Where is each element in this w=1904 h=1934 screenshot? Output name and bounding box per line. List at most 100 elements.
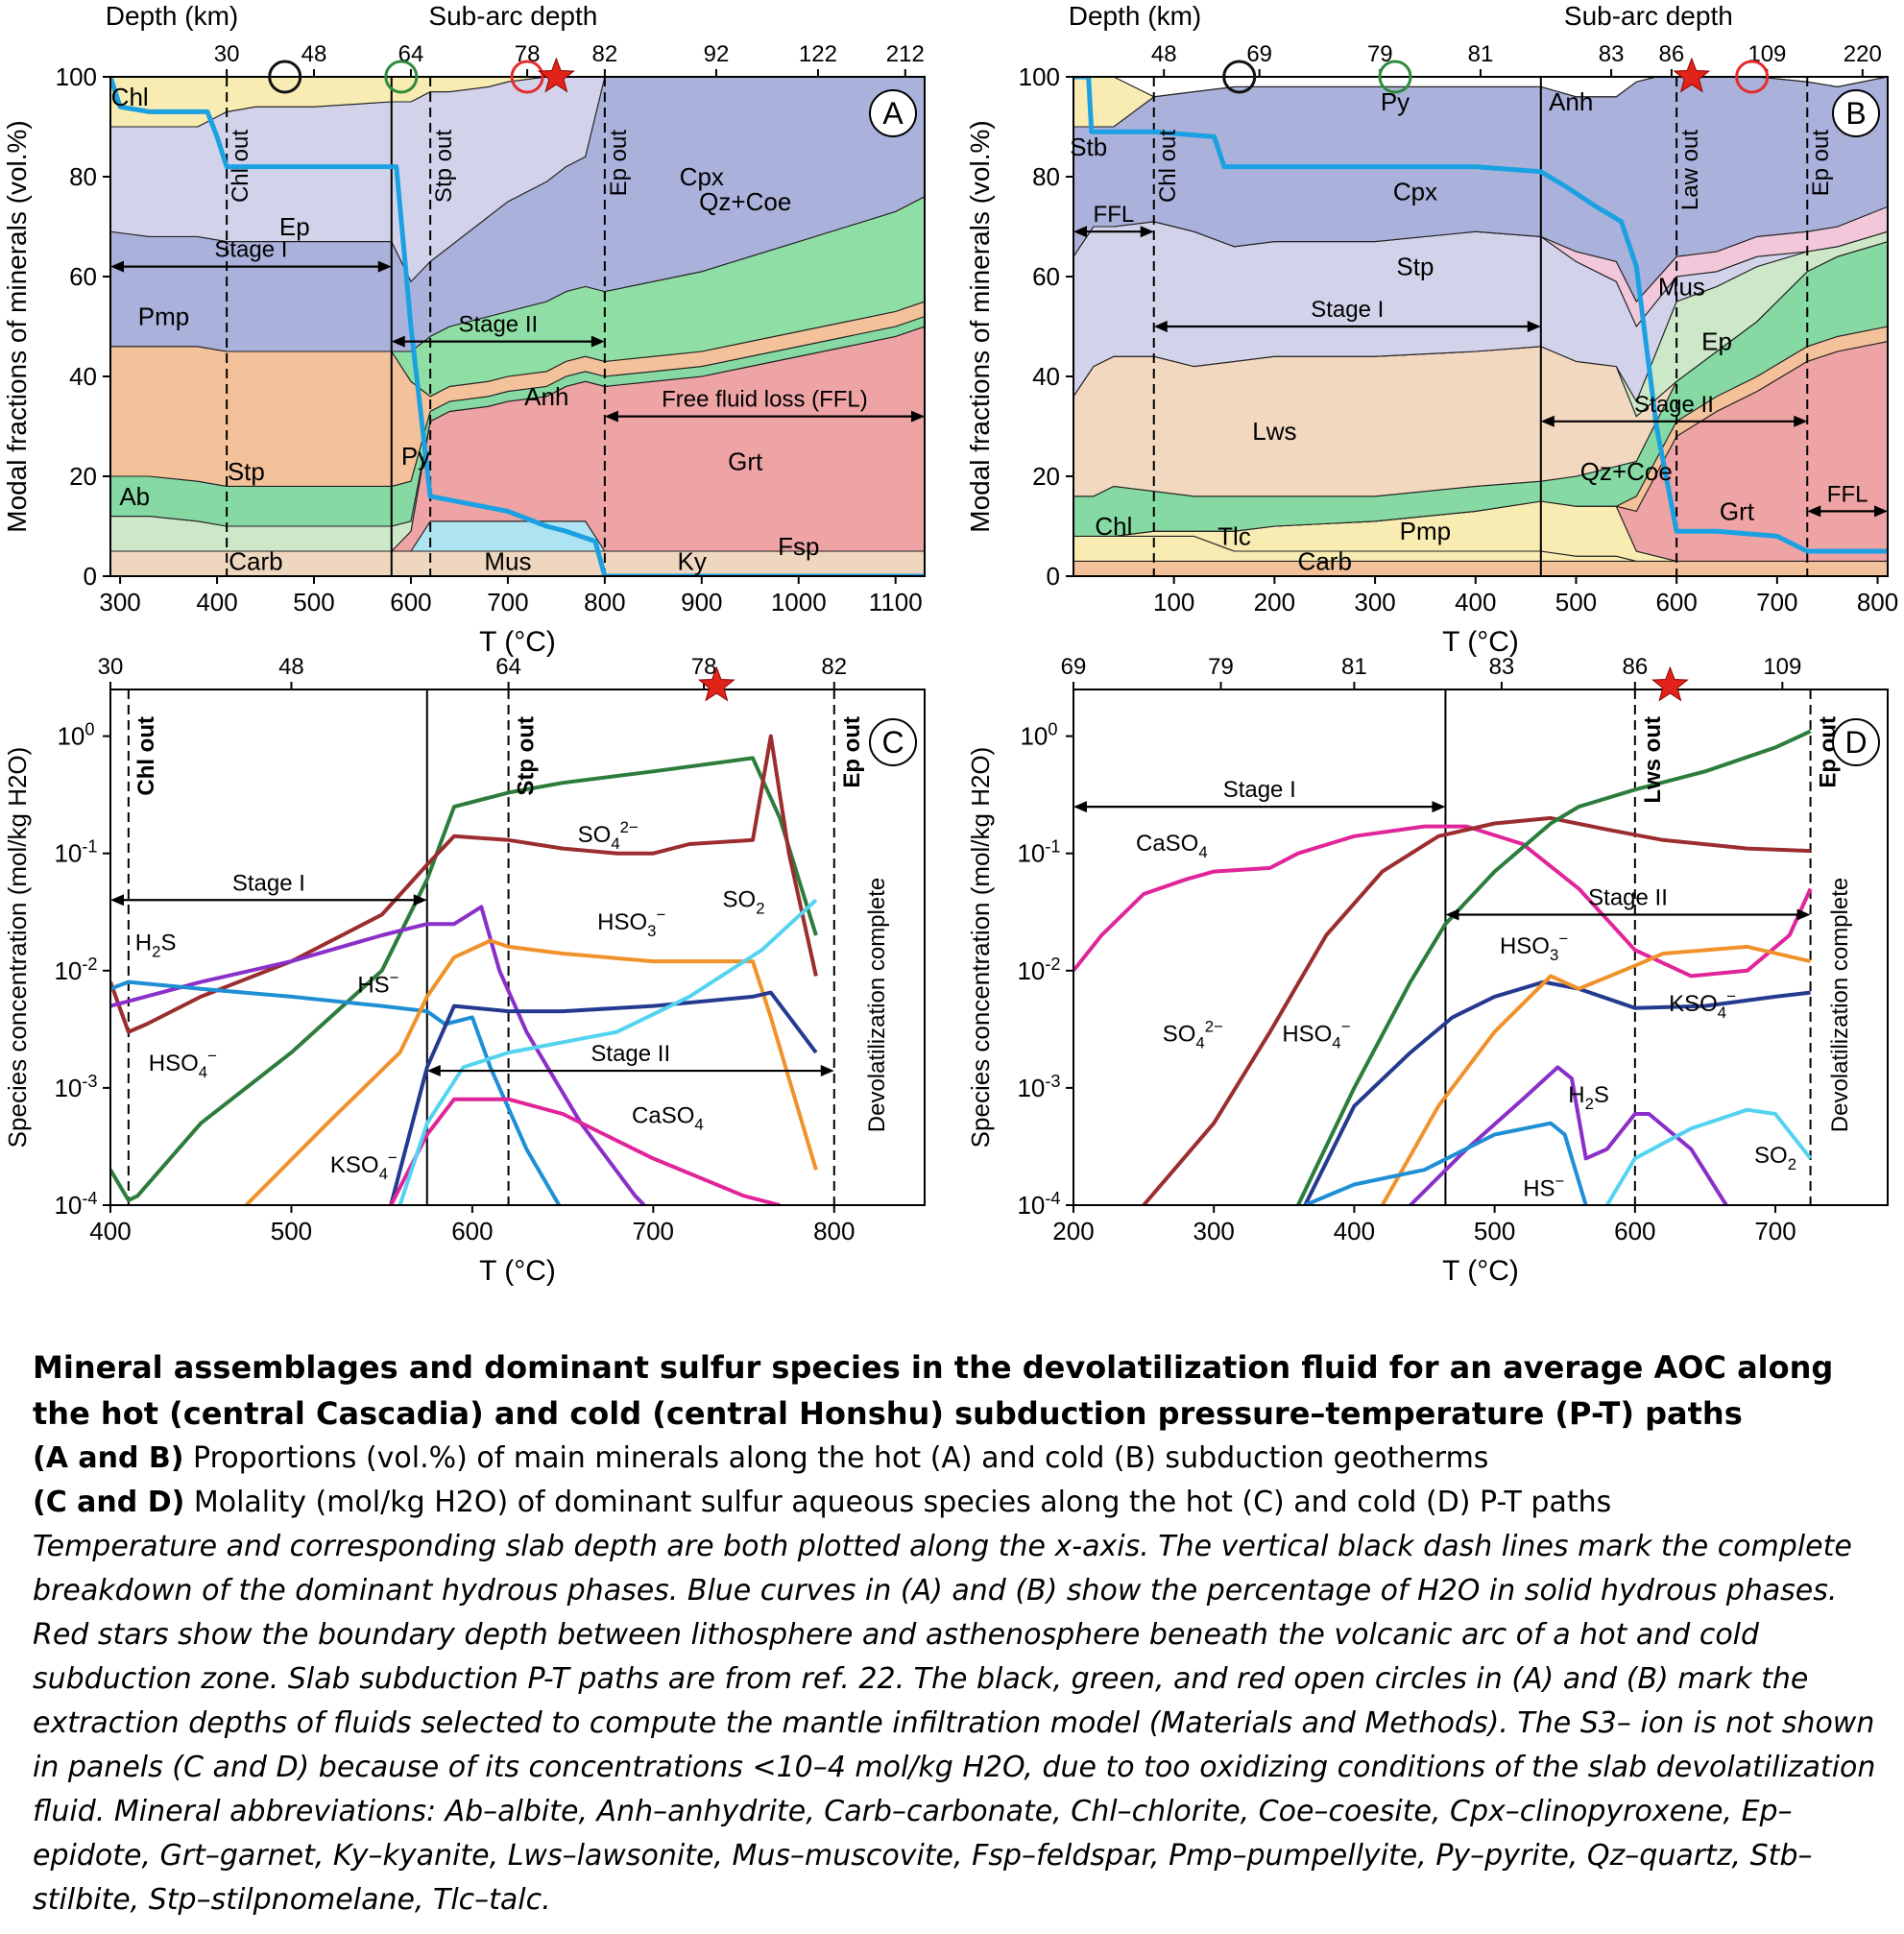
x-tick-label: 700 [1754,1217,1796,1245]
x-tick-label: 500 [1474,1217,1515,1245]
series-label-so2: SO2 [1754,1143,1796,1173]
depth-tick-label: 69 [1061,654,1087,680]
label-part: -2 [82,955,97,974]
y-axis-label: Species concentration (mol/kg H2O) [966,747,995,1148]
stage-arrow-ffl-head-left [1807,505,1821,518]
panel-letter-circle [869,718,917,766]
y-axis-label: Species concentration (mol/kg H2O) [3,747,32,1148]
label-part: CaSO [1136,831,1198,857]
x-axis-label: T (°C) [1442,626,1519,658]
y-axis-label: Modal fractions of minerals (vol.%) [2,120,32,532]
mineral-label-carb: Carb [229,546,282,575]
stage-arrow-stage-ii-head-left [1445,908,1459,921]
label-part: − [1341,1017,1351,1035]
stage-arrow-stage-i-head-left [110,260,124,273]
x-tick-label: 800 [584,588,625,616]
series-label-kso4: KSO4− [330,1148,398,1183]
depth-tick-label: 82 [592,41,618,67]
y-tick-label: 0 [1047,562,1060,591]
label-part: 4 [1332,1033,1340,1052]
series-line-so2 [398,898,818,1205]
stage-arrow-stage-i-label: Stage I [214,237,287,263]
stage-arrow-stage-ii-label: Stage II [1634,392,1714,418]
label-part: 2 [152,942,160,960]
area-carb [1073,560,1888,576]
stage-arrow-free-fluid-loss-ffl-head-right [911,410,925,423]
stage-arrow-free-fluid-loss-ffl-head-left [604,410,618,423]
mineral-label-tlc: Tlc [1217,521,1251,550]
stage-arrow-stage-ii-head-right [1796,908,1811,921]
sub-arc-depth-label: Sub-arc depth [1564,1,1733,31]
sub-arc-star [697,665,735,702]
label-part: 3 [1550,946,1558,964]
label-part: 4 [199,1063,207,1081]
label-part: 10 [1017,1074,1045,1102]
label-part: 2− [620,818,639,836]
stage-arrow-stage-i-head-left [110,894,124,907]
mineral-label-qz-coe: Qz+Coe [1580,457,1673,486]
label-part: 2− [1205,1017,1223,1035]
label-part: − [1726,987,1736,1005]
label-part: H [1568,1082,1584,1108]
depth-tick-label: 78 [691,654,717,680]
plot-frame [1073,689,1889,1206]
mineral-label-ep: Ep [279,212,310,241]
label-part: -2 [1045,955,1060,974]
series-label-hso4: HSO4− [149,1047,217,1081]
label-part: 4 [1198,843,1207,861]
top-axis-label: Depth (km) [106,1,238,31]
depth-tick-label: 83 [1599,41,1625,67]
series-label-hso3: HSO3− [1500,930,1568,964]
stage-arrow-stage-ii-head-right [1794,415,1808,427]
mineral-label-pmp: Pmp [138,302,189,331]
stage-arrow-stage-ii-label: Stage II [1588,885,1668,911]
h2o-curve [110,77,925,576]
series-line-so4-2 [1142,815,1811,1205]
y-tick-label: 60 [69,262,97,291]
label-part: 4 [379,1165,388,1183]
panel-letter: D [1844,725,1867,760]
y-tick-label: 10-4 [54,1189,97,1220]
label-part: -4 [1045,1189,1060,1208]
panel-A: Chl out Stp out Ep out Stage I Stage II Free … [2,1,926,658]
mineral-label-cpx: Cpx [680,162,724,191]
x-tick-label: 600 [390,588,431,616]
y-tick-label: 100 [1019,62,1060,91]
label-part: 10 [57,722,84,751]
vline-label-chl-out: Chl out [228,130,253,203]
y-tick-label: 100 [56,62,97,91]
mineral-label-carb: Carb [1298,546,1352,575]
panel-letter: B [1845,96,1866,131]
label-part: CaSO [632,1103,694,1129]
extraction-circle-red [510,60,544,94]
label-part: 0 [84,720,94,739]
series-label-so2: SO2 [723,886,765,917]
mineral-label-mus: Mus [484,546,531,575]
mineral-label-ab: Ab [119,482,150,511]
vline-label-law-out: Law out [1677,130,1703,210]
y-tick-label: 10-2 [1017,955,1060,985]
label-part: 4 [694,1116,703,1134]
series-line-caso4 [1073,824,1813,979]
series-line-kso4 [389,990,818,1205]
y-tick-label: 80 [69,162,97,191]
x-tick-label: 400 [1455,588,1496,616]
figure-caption: Mineral assemblages and dominant sulfur … [33,1344,1876,1922]
stage-arrow-ffl-head-right [1874,505,1888,518]
depth-tick-label: 48 [1151,41,1177,67]
panel-letter: A [882,96,904,131]
depth-tick-label: 92 [704,41,730,67]
panel-B: Chl out Law out Ep out FFL Stage I Stage II FF… [965,1,1898,658]
x-tick-label: 200 [1254,588,1295,616]
area-stb [1073,77,1888,128]
y-tick-label: 60 [1032,262,1060,291]
stage-arrow-stage-i-label: Stage I [1223,777,1296,803]
x-tick-label: 500 [293,588,334,616]
y-tick-label: 40 [1032,362,1060,391]
panel-letter-circle [1832,718,1880,766]
x-tick-label: 300 [1354,588,1395,616]
series-label-so4-2: SO42− [578,818,639,853]
depth-tick-label: 86 [1622,654,1648,680]
series-label-hso4: HSO4− [1282,1017,1350,1052]
